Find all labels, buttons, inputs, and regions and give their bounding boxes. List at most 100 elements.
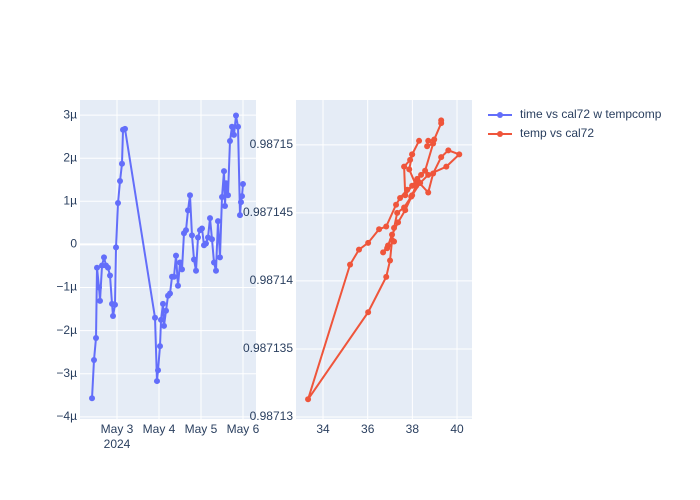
data-point [207,215,214,222]
y-tick-label: 0.98715 [250,137,294,151]
y-tick-label: 2µ [63,150,77,164]
data-point [104,264,111,271]
data-point [107,272,114,279]
data-point [376,226,383,233]
data-point [416,137,423,144]
data-point [163,307,170,314]
y-tick-label: 0.987145 [243,205,293,219]
y-tick-label: 3µ [63,107,77,121]
data-point [407,156,414,163]
data-point [89,395,96,402]
data-point [347,261,354,268]
data-point [218,193,225,200]
data-point [438,120,445,127]
data-point [383,273,390,280]
plot-area [80,100,256,419]
data-point [402,192,409,199]
data-point [221,203,228,210]
data-point [101,254,108,261]
data-point [93,334,100,341]
data-point [226,137,233,144]
y-tick-label: 0.98714 [250,273,294,287]
data-point [174,282,181,289]
data-point [389,231,396,238]
data-point [187,192,194,199]
data-point [425,137,432,144]
data-point [422,167,429,174]
data-point [443,163,450,170]
data-point [170,273,177,280]
data-point [391,238,398,245]
data-point [380,249,387,256]
data-point [110,312,117,319]
data-point [121,125,128,132]
data-point [236,212,243,219]
series-line [307,120,462,400]
legend-label: temp vs cal72 [520,126,594,140]
data-point [152,314,159,321]
data-point [94,264,101,271]
y-tick-label: −4µ [56,409,77,423]
data-point [216,254,223,261]
y-tick-label: 0 [70,237,77,251]
plot-area [296,100,472,419]
x-tick-label: May 4 [143,422,176,436]
data-point [166,290,173,297]
data-point [395,219,402,226]
x-tick-label: May 6 [227,422,260,436]
data-point [230,131,237,138]
data-point [397,194,404,201]
data-point [425,189,432,196]
x-tick-label: May 3 [101,422,134,436]
data-point [425,171,432,178]
data-point [228,123,235,130]
data-point [97,297,104,304]
data-point [193,267,200,274]
x-tick-label: May 5 [185,422,218,436]
data-point [355,246,362,253]
data-point [365,309,372,316]
data-point [90,356,97,363]
data-point [239,193,246,200]
data-point [232,112,239,119]
data-point [384,245,391,252]
data-point [177,259,184,266]
data-point [113,244,120,251]
x-tick-label: 40 [450,422,464,436]
data-point [198,225,205,232]
x-year-label: 2024 [104,437,131,451]
data-point [179,266,186,273]
data-point [159,300,166,307]
data-point [409,151,416,158]
x-tick-label: 38 [406,422,420,436]
data-point [221,168,228,175]
data-point [445,147,452,154]
data-point [305,396,312,403]
data-point [365,239,372,246]
data-point [96,284,103,291]
legend-marker [497,112,503,118]
data-point [155,367,162,374]
y-tick-label: 0.98713 [250,409,294,423]
data-point [158,316,165,323]
data-point [215,218,222,225]
data-point [430,140,437,147]
data-point [212,267,219,274]
data-point [383,223,390,230]
data-point [194,234,201,241]
data-point [409,192,416,199]
data-point [387,257,394,264]
data-point [394,209,401,216]
data-point [235,123,242,130]
data-point [202,240,209,247]
data-point [222,180,229,187]
data-point [183,227,190,234]
y-tick-label: −1µ [56,280,77,294]
data-point [173,252,180,259]
data-point [211,259,218,266]
data-point [417,179,424,186]
data-point [391,224,398,231]
data-point [402,207,409,214]
data-point [153,378,160,385]
